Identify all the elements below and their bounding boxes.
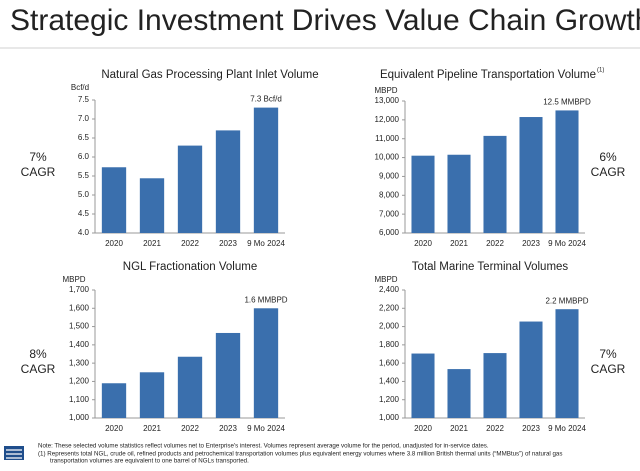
chart-title: Equivalent Pipeline Transportation Volum… [380,69,596,81]
y-tick-label: 13,000 [375,96,400,105]
y-tick-label: 4.5 [78,209,90,218]
cagr-label: 7% [599,347,617,361]
y-axis-label: MBPD [374,275,397,284]
x-tick-label: 2021 [143,424,161,433]
bar [447,369,471,418]
x-tick-label: 9 Mo 2024 [247,239,285,248]
bar [215,130,241,233]
bar [101,167,127,233]
bar [483,135,507,233]
value-label: 2.2 MMBPD [545,296,588,305]
y-axis-label: MBPD [62,275,85,284]
x-tick-label: 2020 [414,239,432,248]
x-tick-label: 2023 [219,424,237,433]
x-tick-label: 2022 [486,239,504,248]
cagr-label: CAGR [21,165,56,179]
bar [139,178,165,233]
chart-title: Natural Gas Processing Plant Inlet Volum… [101,69,318,81]
y-tick-label: 6.5 [78,133,90,142]
value-label: 1.6 MMBPD [244,295,287,304]
x-tick-label: 2022 [486,424,504,433]
y-tick-label: 1,100 [69,395,90,404]
value-label: 7.3 Bcf/d [250,95,282,104]
y-tick-label: 6.0 [78,152,90,161]
y-tick-label: 8,000 [379,190,400,199]
note: Note: These selected volume statistics r… [38,443,489,450]
x-tick-label: 2022 [181,424,199,433]
x-tick-label: 9 Mo 2024 [247,424,285,433]
x-tick-label: 9 Mo 2024 [548,424,586,433]
bar [139,372,165,418]
cagr-label: 8% [29,347,47,361]
note: (1) Represents total NGL, crude oil, ref… [38,451,562,458]
y-axis-label: MBPD [374,86,397,95]
bar [215,332,241,418]
y-tick-label: 5.5 [78,171,90,180]
x-tick-label: 2021 [450,424,468,433]
bar [555,309,579,418]
x-tick-label: 2021 [450,239,468,248]
y-tick-label: 9,000 [379,172,400,181]
y-tick-label: 1,000 [379,413,400,422]
chart-title: Total Marine Terminal Volumes [412,261,569,273]
y-tick-label: 1,700 [69,285,90,294]
y-tick-label: 1,800 [379,340,400,349]
bar [555,110,579,233]
bar [483,353,507,418]
y-tick-label: 1,600 [379,358,400,367]
cagr-label: 7% [29,150,47,164]
y-tick-label: 1,200 [69,377,90,386]
y-tick-label: 10,000 [375,153,400,162]
y-tick-label: 7.5 [78,95,90,104]
y-tick-label: 6,000 [379,228,400,237]
slide-title: Strategic Investment Drives Value Chain … [10,4,640,37]
x-tick-label: 2023 [522,239,540,248]
note: transportation volumes are equivalent to… [50,458,249,465]
bar [519,321,543,418]
y-tick-label: 12,000 [375,115,400,124]
bar [411,155,435,233]
y-tick-label: 1,000 [69,413,90,422]
x-tick-label: 2020 [105,424,123,433]
x-tick-label: 2023 [522,424,540,433]
y-axis-label: Bcf/d [71,83,89,92]
title-note: (1) [597,68,604,74]
cagr-label: CAGR [21,362,56,376]
x-tick-label: 2023 [219,239,237,248]
chart-title: NGL Fractionation Volume [123,261,257,273]
bar [253,107,279,233]
bar [447,154,471,233]
y-tick-label: 1,200 [379,395,400,404]
x-tick-label: 2022 [181,239,199,248]
y-tick-label: 2,400 [379,285,400,294]
value-label: 12.5 MMBPD [543,98,591,107]
bar [177,356,203,418]
x-tick-label: 2020 [414,424,432,433]
y-tick-label: 7,000 [379,209,400,218]
x-tick-label: 9 Mo 2024 [548,239,586,248]
y-tick-label: 1,500 [69,322,90,331]
bar [519,117,543,233]
bar [411,353,435,418]
y-tick-label: 11,000 [375,134,399,143]
y-tick-label: 1,300 [69,358,90,367]
bar [253,308,279,418]
bar [177,145,203,233]
logo [4,446,24,460]
y-tick-label: 1,400 [379,377,400,386]
x-tick-label: 2020 [105,239,123,248]
y-tick-label: 5.0 [78,190,90,199]
bar [101,383,127,418]
cagr-label: CAGR [591,362,626,376]
y-tick-label: 2,000 [379,322,400,331]
cagr-label: CAGR [591,165,626,179]
y-tick-label: 1,600 [69,303,90,312]
y-tick-label: 4.0 [78,228,90,237]
y-tick-label: 2,200 [379,303,400,312]
y-tick-label: 1,400 [69,340,90,349]
y-tick-label: 7.0 [78,114,90,123]
cagr-label: 6% [599,150,617,164]
x-tick-label: 2021 [143,239,161,248]
